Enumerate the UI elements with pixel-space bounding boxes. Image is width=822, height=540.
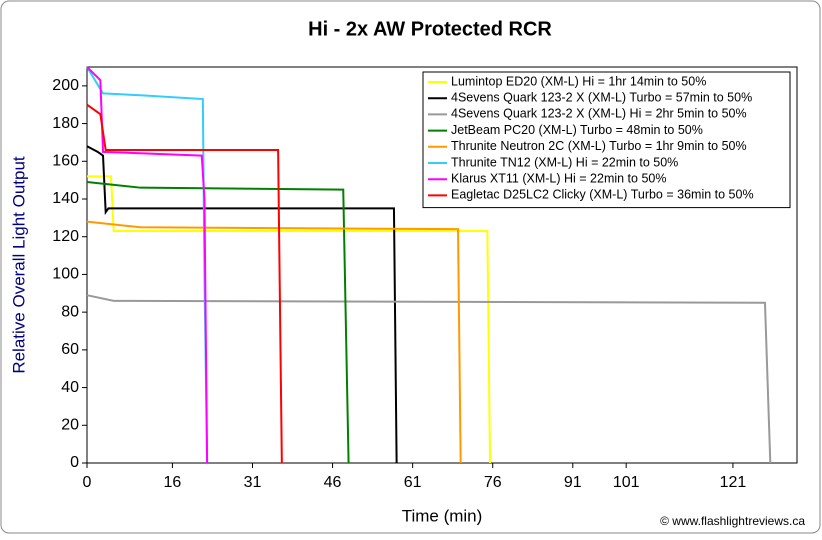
x-tick-label: 16	[164, 474, 182, 491]
series-line	[86, 220, 462, 464]
series-line	[86, 103, 283, 464]
series-line	[86, 181, 350, 464]
y-tick-label: 120	[52, 228, 79, 245]
y-tick-label: 60	[61, 341, 79, 358]
y-tick-label: 140	[52, 190, 79, 207]
legend-label: Klarus XT11 (XM-L) Hi = 22min to 50%	[451, 171, 666, 185]
y-tick-label: 100	[52, 266, 79, 283]
x-tick-label: 76	[484, 474, 502, 491]
y-tick-label: 0	[70, 454, 79, 471]
x-tick-label: 101	[613, 474, 640, 491]
y-axis-label: Relative Overall Light Output	[9, 156, 28, 374]
legend-label: Lumintop ED20 (XM-L) Hi = 1hr 14min to 5…	[451, 74, 706, 88]
legend-label: 4Sevens Quark 123-2 X (XM-L) Turbo = 57m…	[451, 90, 752, 104]
series-line	[87, 175, 492, 464]
x-tick-label: 0	[83, 474, 92, 491]
y-tick-label: 40	[61, 379, 79, 396]
legend-label: Eagletac D25LC2 Clicky (XM-L) Turbo = 36…	[451, 188, 754, 202]
y-tick-label: 20	[61, 417, 79, 434]
y-tick-label: 160	[52, 153, 79, 170]
series-line	[86, 66, 209, 464]
series-line	[86, 145, 398, 464]
legend-label: JetBeam PC20 (XM-L) Turbo = 48min to 50%	[451, 123, 703, 137]
y-tick-label: 200	[52, 77, 79, 94]
y-tick-label: 80	[61, 303, 79, 320]
credit: © www.flashlightreviews.ca	[660, 514, 805, 528]
x-tick-label: 121	[720, 474, 747, 491]
chart-title: Hi - 2x AW Protected RCR	[308, 18, 552, 40]
legend-label: 4Sevens Quark 123-2 X (XM-L) Hi = 2hr 5m…	[451, 107, 747, 121]
x-tick-label: 31	[244, 474, 262, 491]
series-line	[86, 294, 772, 464]
legend-label: Thrunite TN12 (XM-L) Hi = 22min to 50%	[451, 155, 678, 169]
x-axis-label: Time (min)	[402, 506, 483, 525]
legend-label: Thrunite Neutron 2C (XM-L) Turbo = 1hr 9…	[451, 139, 747, 153]
x-tick-label: 61	[404, 474, 422, 491]
x-tick-label: 46	[324, 474, 342, 491]
y-tick-label: 180	[52, 115, 79, 132]
legend-box	[422, 71, 791, 209]
x-tick-label: 91	[564, 474, 582, 491]
